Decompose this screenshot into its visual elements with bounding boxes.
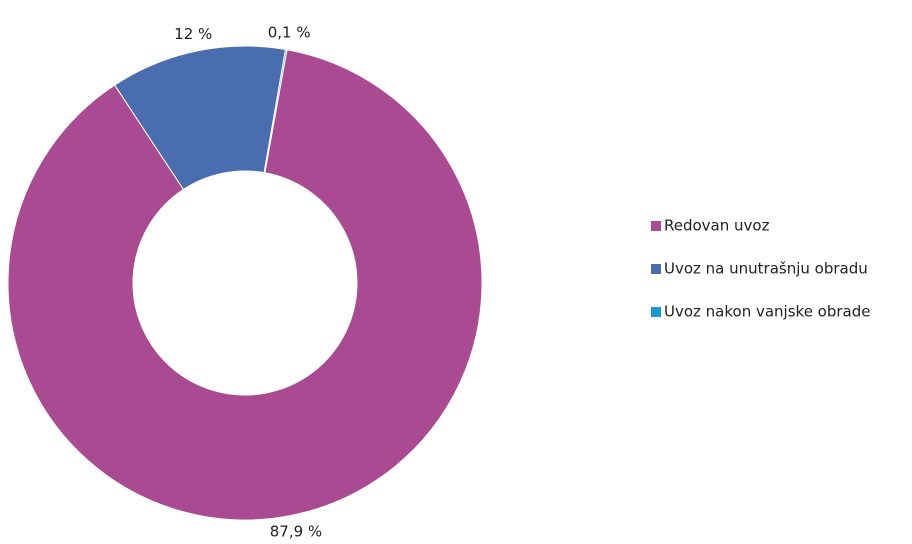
legend-label: Redovan uvoz — [664, 217, 770, 235]
data-label: 87,9 % — [270, 522, 322, 540]
legend-swatch — [651, 221, 661, 231]
legend-swatch — [651, 307, 661, 317]
donut-slice — [263, 48, 288, 174]
legend-label: Uvoz na unutrašnju obradu — [664, 260, 868, 278]
data-label: 12 % — [174, 25, 212, 43]
legend-swatch — [651, 264, 661, 274]
legend-label: Uvoz nakon vanjske obrade — [664, 303, 871, 321]
donut-slice — [7, 49, 483, 521]
data-label: 0,1 % — [268, 23, 311, 41]
